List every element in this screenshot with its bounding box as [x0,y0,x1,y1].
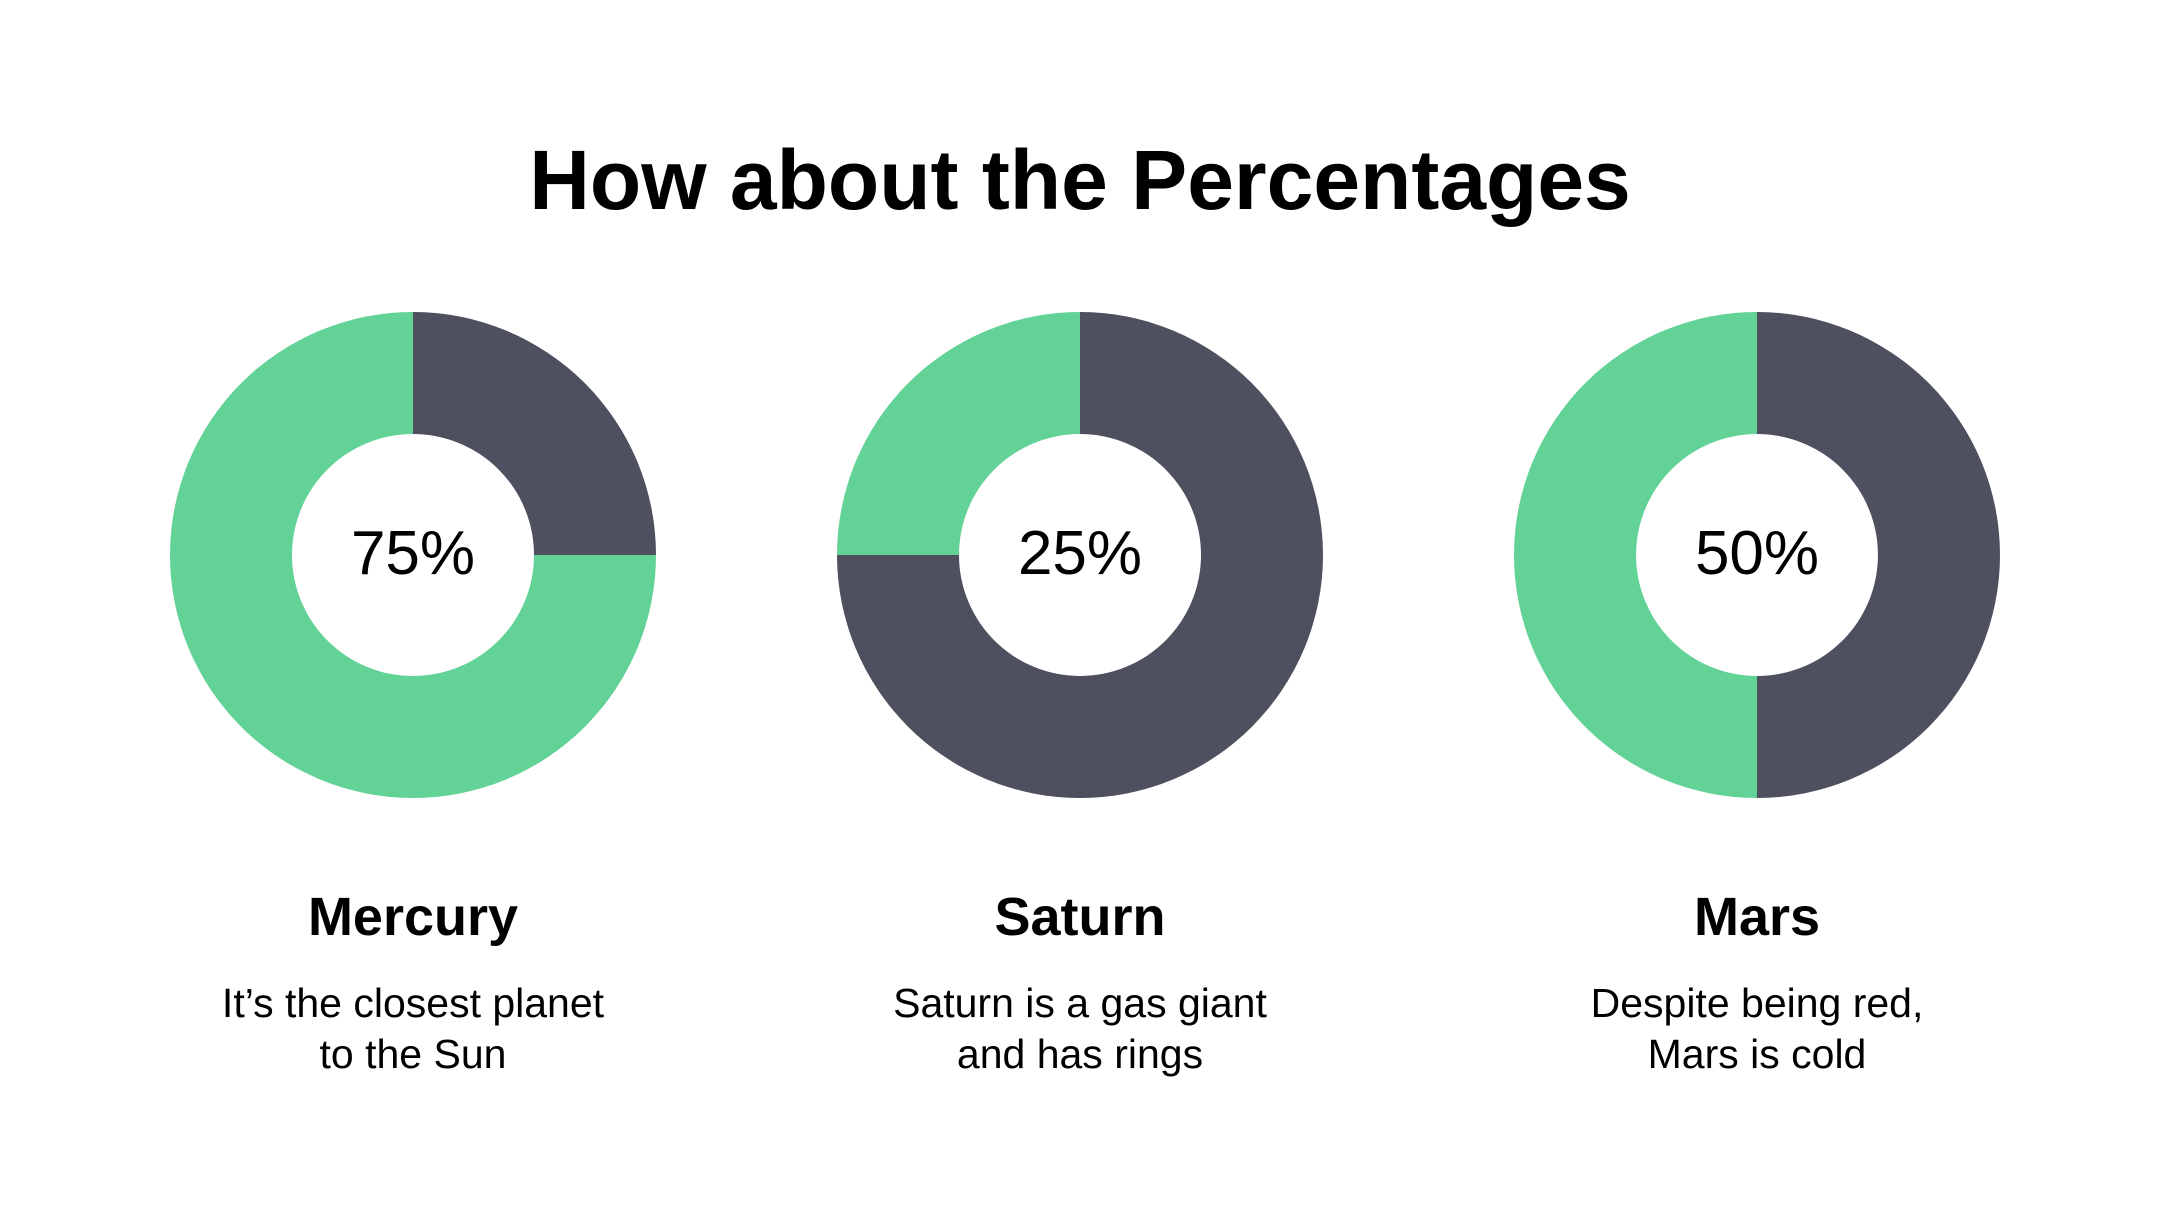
percentage-label: 50% [1695,519,1819,588]
description-line: Despite being red, [1590,980,1924,1026]
planet-description: Saturn is a gas giant and has rings [780,978,1380,1080]
donut-slice-percentage [170,312,656,798]
donut-slices [837,312,1323,798]
description-line: and has rings [956,1031,1204,1077]
planet-description: It’s the closest planet to the Sun [113,978,713,1080]
planet-name: Saturn [994,887,1166,947]
chart-saturn: 25% Saturn Saturn is a gas giant and has… [780,310,1380,1077]
description-line: It’s the closest planet [221,980,605,1026]
donut-slice-percentage [1514,312,1757,798]
planet-description: Despite being red, Mars is cold [1457,978,2057,1080]
donut-chart: 75% [170,312,656,798]
chart-mercury: 75% Mercury It’s the closest planet to t… [113,310,713,1077]
percentage-label: 25% [1018,519,1142,588]
planet-name: Mercury [307,887,519,947]
donut-chart: 25% [837,312,1323,798]
donut-slice-remainder [837,312,1323,798]
description-line: Saturn is a gas giant [893,980,1267,1026]
page-title: How about the Percentages [529,133,1631,227]
donut-slices [1514,312,2000,798]
donut-slice-remainder [1757,312,2000,798]
description-line: Mars is cold [1647,1031,1867,1077]
donut-chart: 50% [1514,312,2000,798]
percentage-label: 75% [351,519,475,588]
donut-slice-percentage [837,312,1080,555]
chart-mars: 50% Mars Despite being red, Mars is cold [1457,310,2057,1077]
donut-slices [170,312,656,798]
description-line: to the Sun [319,1031,507,1077]
planet-name: Mars [1693,887,1821,947]
donut-slice-remainder [413,312,656,555]
